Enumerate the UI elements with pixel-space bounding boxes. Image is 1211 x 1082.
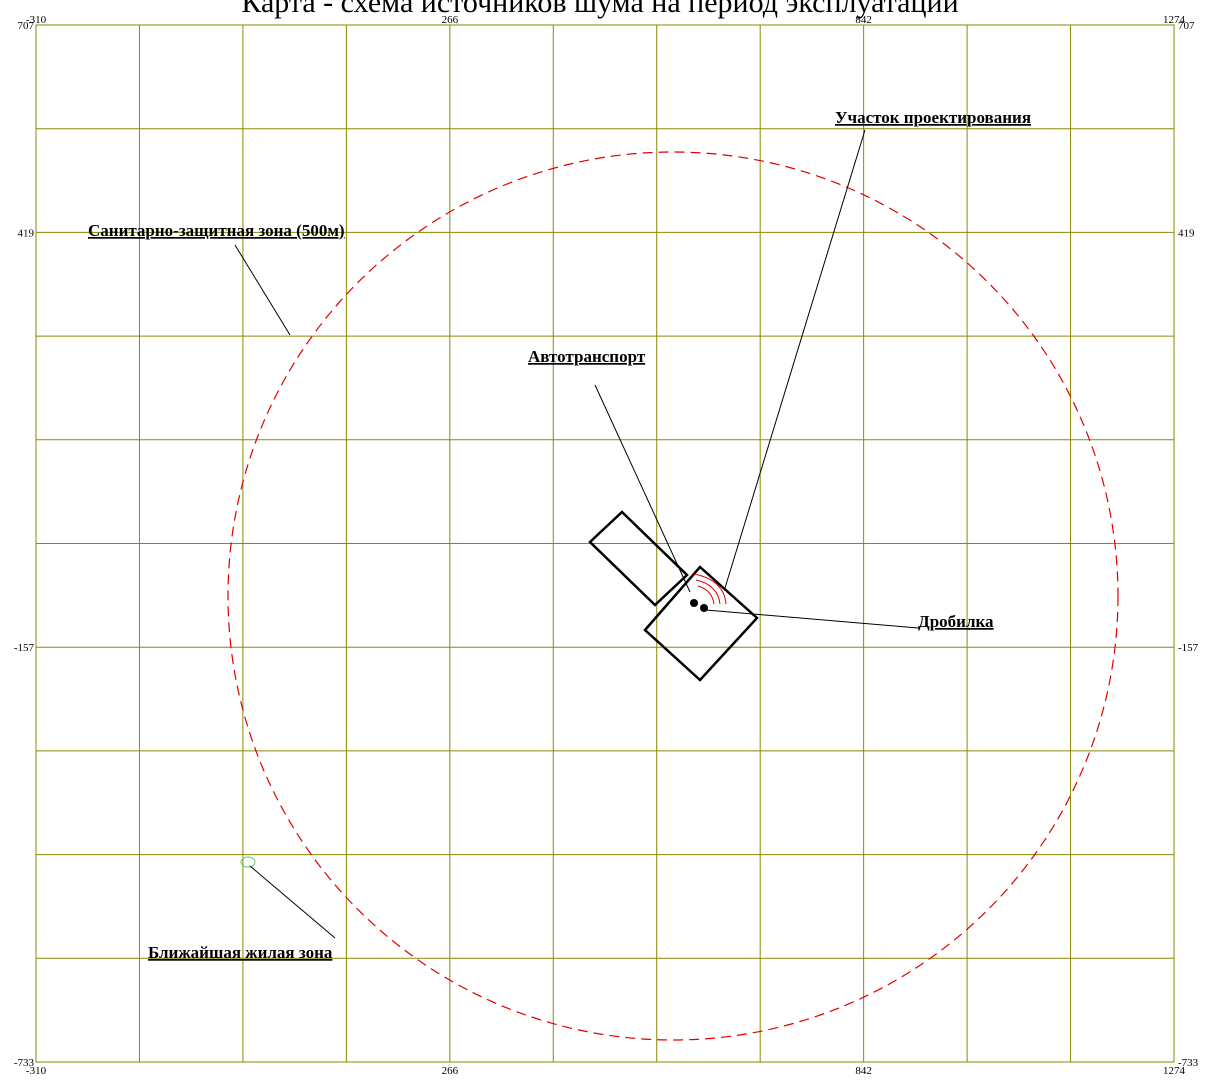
leader-line: [594, 384, 691, 593]
site-area: [643, 565, 759, 682]
x-axis-label: 266: [442, 14, 459, 26]
label: Дробилка: [918, 612, 994, 631]
y-axis-label: -733: [14, 1057, 35, 1069]
x-axis-label: 1274: [1163, 1065, 1186, 1077]
y-axis-label: -733: [1178, 1057, 1199, 1069]
y-axis-label: 707: [18, 20, 35, 32]
source-transport: [690, 599, 698, 607]
y-axis-label: 419: [1178, 227, 1195, 239]
map-title: Карта - схема источников шума на период …: [241, 0, 958, 19]
leader-line: [234, 244, 291, 336]
y-axis-label: 707: [1178, 20, 1195, 32]
label: Ближайшая жилая зона: [148, 943, 333, 962]
sanitary-zone-boundary: [227, 151, 1119, 1041]
leader-line: [724, 129, 866, 589]
x-axis-label: -310: [26, 14, 47, 26]
leader-line: [249, 865, 336, 939]
source-crusher: [700, 604, 708, 612]
leader-line: [705, 609, 919, 629]
x-axis-label: -310: [26, 1065, 47, 1077]
x-axis-label: 266: [442, 1065, 459, 1077]
x-axis-label: 842: [855, 1065, 872, 1077]
x-axis-label: 842: [855, 14, 872, 26]
x-axis-label: 1274: [1163, 14, 1186, 26]
label: Санитарно-защитная зона (500м): [88, 221, 345, 240]
residential-point: [240, 856, 256, 868]
y-axis-label: 419: [18, 227, 35, 239]
grid: [35, 24, 1175, 1063]
frame: [35, 24, 1175, 1063]
building: [588, 510, 689, 607]
label: Автотранспорт: [528, 347, 646, 366]
y-axis-label: -157: [14, 642, 35, 654]
label: Участок проектирования: [835, 108, 1031, 127]
y-axis-label: -157: [1178, 642, 1199, 654]
noise-arcs: [693, 573, 727, 605]
